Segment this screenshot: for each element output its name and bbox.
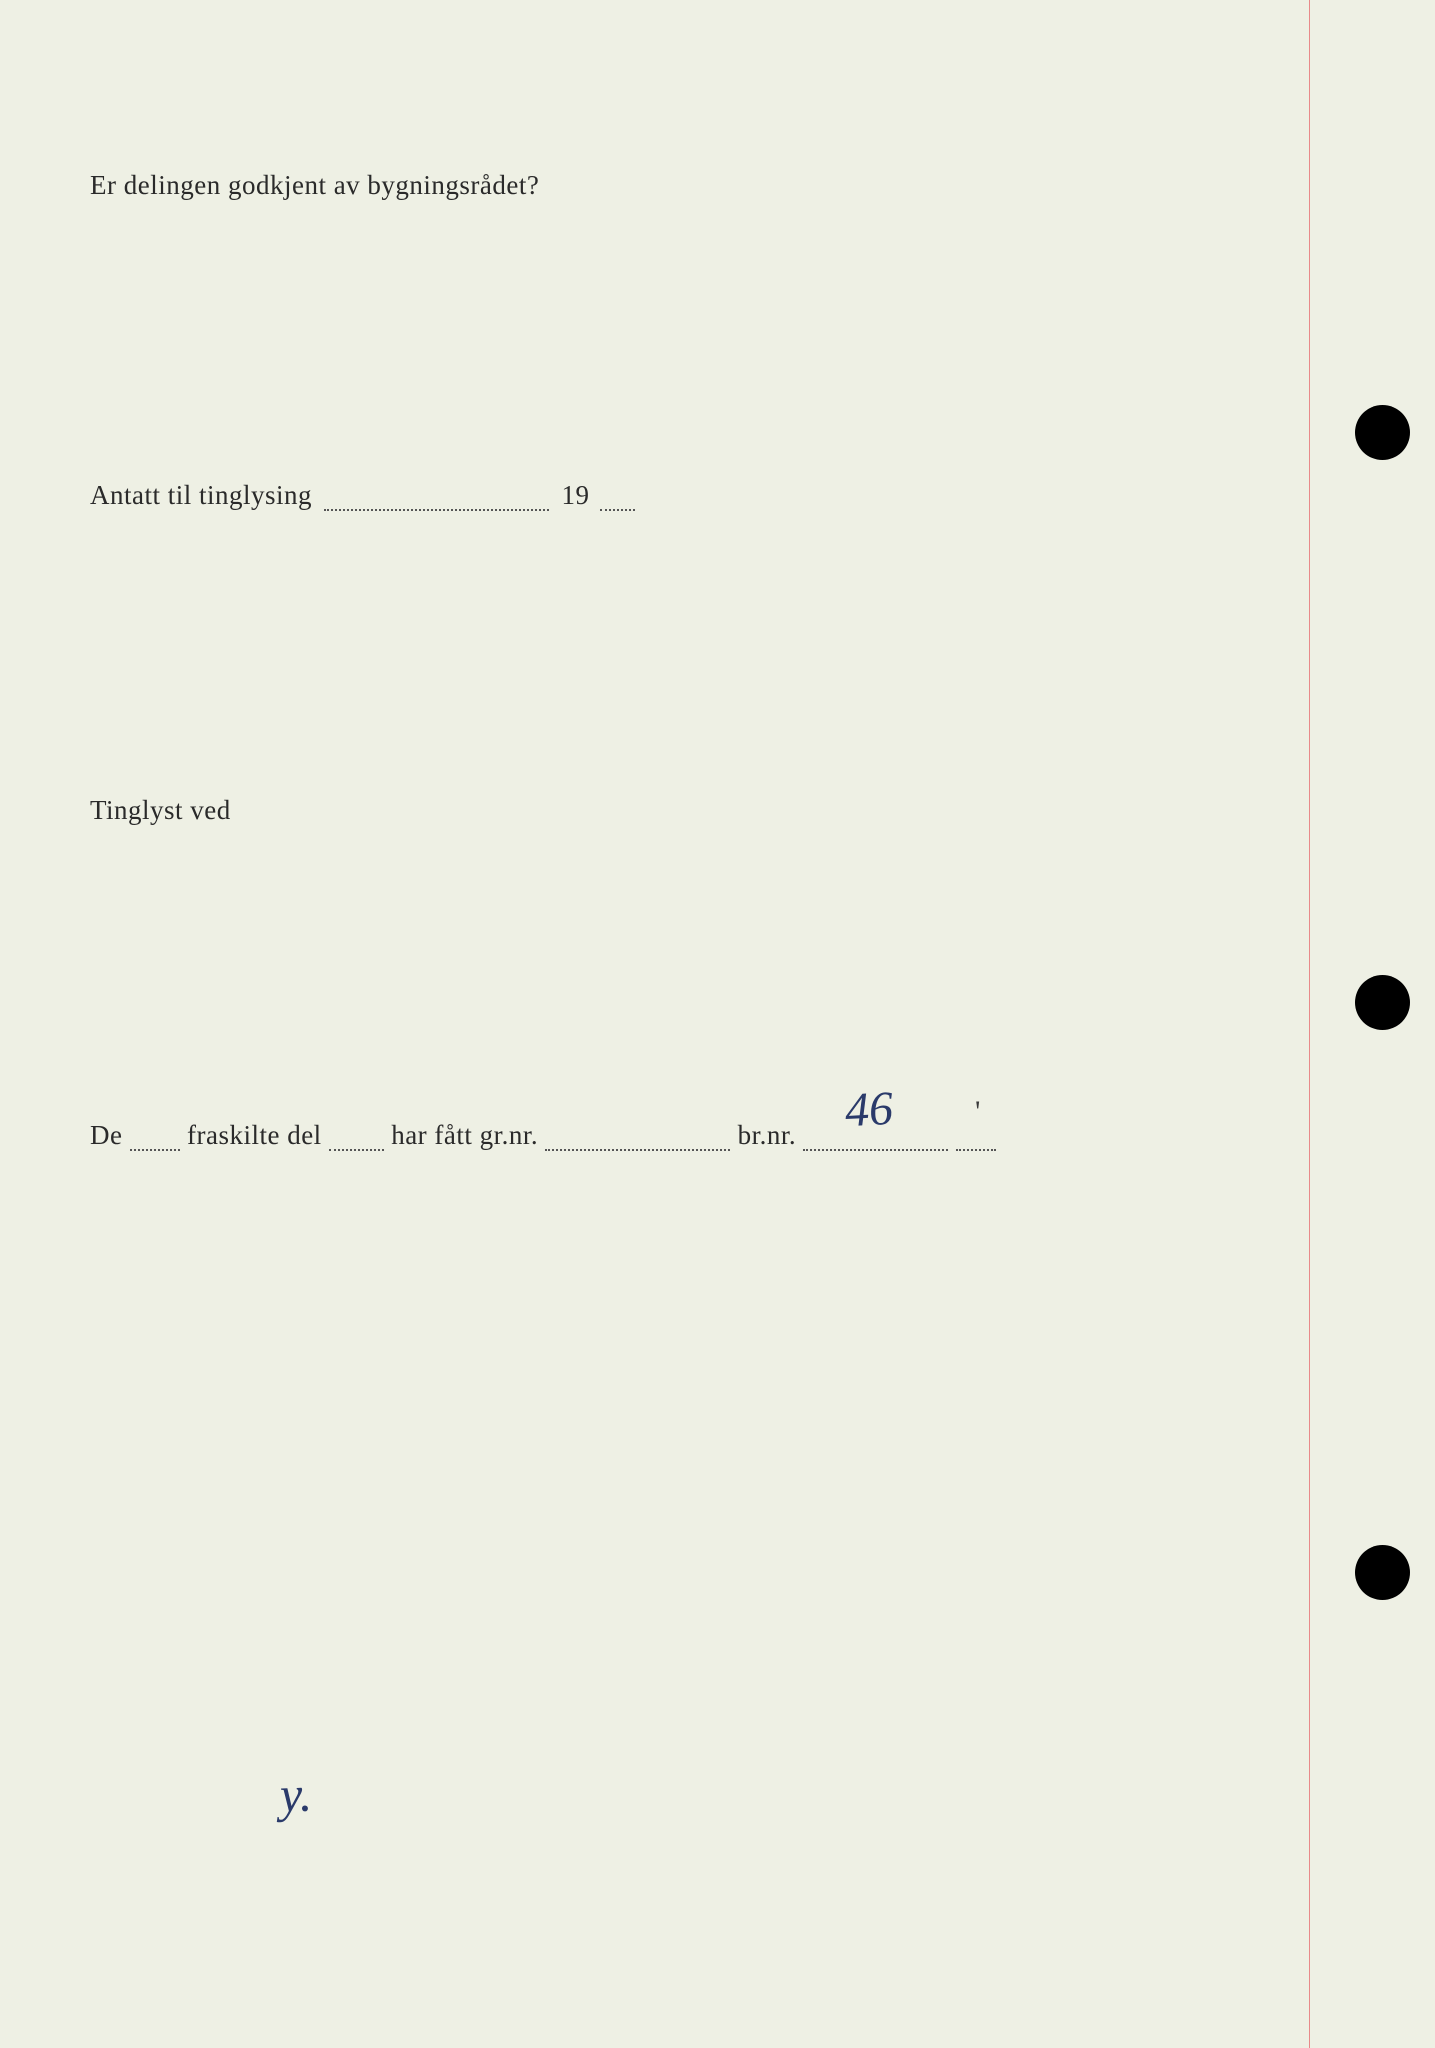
tinglysing-line: Antatt til tinglysing 19 (90, 480, 635, 511)
parcel-prefix: De (90, 1120, 122, 1150)
tinglysing-label: Antatt til tinglysing (90, 480, 312, 510)
handwritten-brnr-value: 46 (844, 1081, 895, 1138)
year-suffix-blank (600, 509, 635, 511)
punch-hole-icon (1355, 1545, 1410, 1600)
punch-hole-icon (1355, 975, 1410, 1030)
grnr-blank (545, 1149, 730, 1151)
parcel-blank-1 (130, 1149, 180, 1151)
brnr-end-blank (956, 1149, 996, 1151)
document-page: Er delingen godkjent av bygningsrådet? A… (0, 0, 1435, 2048)
parcel-blank-2 (329, 1149, 384, 1151)
brnr-blank (803, 1149, 948, 1151)
right-margin-line (1309, 0, 1310, 2048)
year-prefix: 19 (562, 480, 590, 510)
handwritten-signature: y. (279, 1764, 313, 1823)
parcel-fraskilte: fraskilte del (187, 1120, 322, 1150)
brnr-label: br.nr. (738, 1120, 797, 1150)
approval-question: Er delingen godkjent av bygningsrådet? (90, 170, 539, 201)
tinglyst-ved-label: Tinglyst ved (90, 795, 231, 826)
apostrophe-mark: ' (975, 1095, 980, 1129)
parcel-grnr-label: har fått gr.nr. (391, 1120, 538, 1150)
tinglysing-date-blank (324, 509, 549, 511)
punch-hole-icon (1355, 405, 1410, 460)
